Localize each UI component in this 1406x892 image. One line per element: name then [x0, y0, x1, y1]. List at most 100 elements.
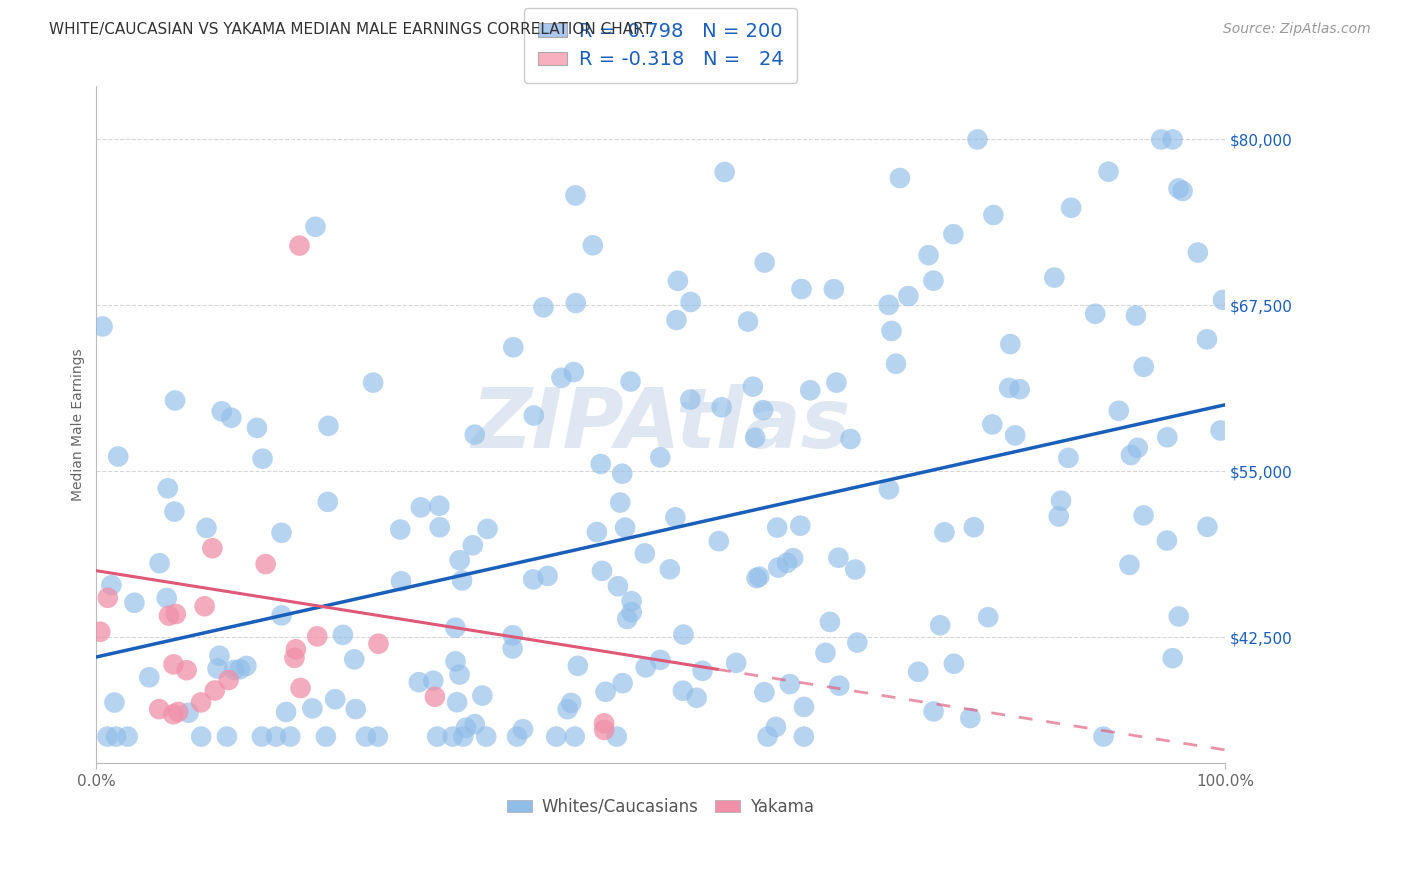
Point — [877, 483, 900, 497]
Point — [252, 451, 274, 466]
Point — [219, 410, 242, 425]
Point — [620, 594, 643, 608]
Point — [316, 495, 339, 509]
Point — [754, 685, 776, 699]
Point — [745, 571, 768, 585]
Point — [593, 723, 616, 737]
Point — [449, 667, 471, 681]
Point — [922, 274, 945, 288]
Point — [612, 676, 634, 690]
Point — [1004, 428, 1026, 442]
Point — [427, 499, 450, 513]
Point — [156, 481, 179, 495]
Point — [1050, 493, 1073, 508]
Point — [981, 417, 1004, 432]
Point — [195, 521, 218, 535]
Point — [793, 730, 815, 744]
Point — [444, 621, 467, 635]
Point — [103, 696, 125, 710]
Point — [983, 208, 1005, 222]
Text: ZIPAtlas: ZIPAtlas — [471, 384, 851, 466]
Point — [557, 702, 579, 716]
Point — [672, 627, 695, 641]
Point — [1132, 359, 1154, 374]
Point — [464, 427, 486, 442]
Point — [765, 720, 787, 734]
Point — [107, 450, 129, 464]
Point — [877, 298, 900, 312]
Point — [441, 730, 464, 744]
Point — [1119, 448, 1142, 462]
Point — [679, 392, 702, 407]
Point — [546, 730, 568, 744]
Point — [1132, 508, 1154, 523]
Point — [149, 556, 172, 570]
Point — [1118, 558, 1140, 572]
Point — [451, 730, 474, 744]
Point — [634, 546, 657, 560]
Point — [138, 670, 160, 684]
Point — [616, 612, 638, 626]
Point — [477, 522, 499, 536]
Point — [89, 624, 111, 639]
Point — [1161, 651, 1184, 665]
Point — [1084, 307, 1107, 321]
Point — [550, 371, 572, 385]
Point — [776, 556, 799, 570]
Point — [301, 701, 323, 715]
Point — [934, 525, 956, 540]
Point — [1195, 332, 1218, 346]
Point — [1167, 609, 1189, 624]
Point — [451, 574, 474, 588]
Point — [614, 521, 637, 535]
Point — [612, 467, 634, 481]
Point — [201, 541, 224, 556]
Point — [942, 227, 965, 242]
Point — [827, 550, 849, 565]
Point — [100, 578, 122, 592]
Point — [929, 618, 952, 632]
Point — [607, 579, 630, 593]
Point — [502, 340, 524, 354]
Point — [606, 730, 628, 744]
Point — [246, 421, 269, 435]
Point — [586, 524, 609, 539]
Point — [1197, 520, 1219, 534]
Point — [650, 653, 672, 667]
Point — [966, 132, 988, 146]
Point — [725, 656, 748, 670]
Point — [692, 664, 714, 678]
Point — [713, 165, 735, 179]
Point — [1209, 424, 1232, 438]
Point — [288, 238, 311, 252]
Point — [283, 651, 305, 665]
Point — [564, 188, 586, 202]
Point — [323, 692, 346, 706]
Point — [880, 324, 903, 338]
Point — [818, 615, 841, 629]
Point — [512, 723, 534, 737]
Point — [250, 730, 273, 744]
Point — [963, 520, 986, 534]
Point — [744, 431, 766, 445]
Point — [162, 707, 184, 722]
Point — [270, 608, 292, 623]
Point — [779, 677, 801, 691]
Point — [1047, 509, 1070, 524]
Point — [157, 608, 180, 623]
Point — [707, 534, 730, 549]
Point — [685, 690, 707, 705]
Point — [1097, 164, 1119, 178]
Point — [748, 569, 770, 583]
Point — [502, 641, 524, 656]
Point — [907, 665, 929, 679]
Point — [562, 365, 585, 379]
Point — [593, 716, 616, 731]
Point — [560, 696, 582, 710]
Point — [1060, 201, 1083, 215]
Point — [768, 560, 790, 574]
Point — [672, 683, 695, 698]
Point — [148, 702, 170, 716]
Point — [502, 628, 524, 642]
Point — [620, 605, 643, 619]
